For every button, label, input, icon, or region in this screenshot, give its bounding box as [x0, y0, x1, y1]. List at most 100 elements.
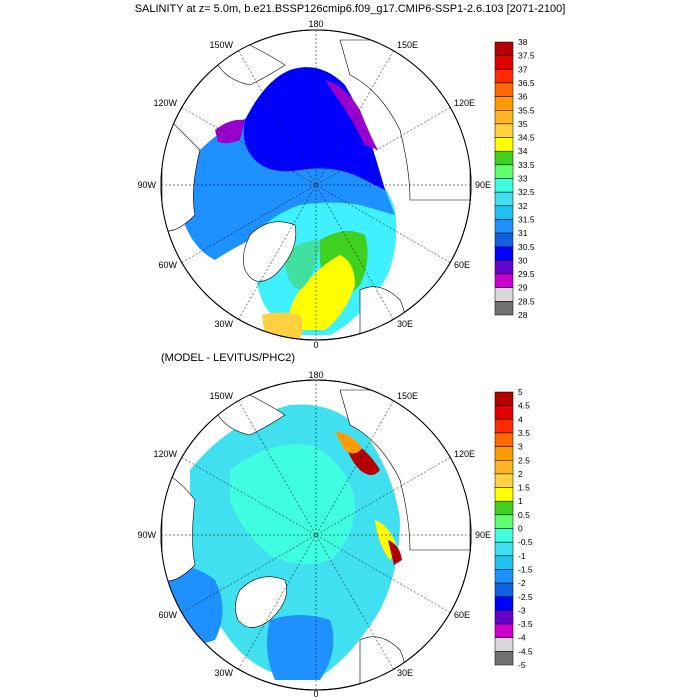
lon-label-120e: 120E	[454, 98, 475, 108]
colorbar-swatch	[494, 110, 514, 125]
colorbar-tick-label: 29	[518, 283, 528, 293]
colorbar-tick-label: 31	[518, 228, 528, 238]
lon-label-90w: 90W	[137, 530, 156, 540]
colorbar-swatch	[494, 460, 514, 475]
colorbar-tick-label: -5	[518, 660, 526, 670]
colorbar-swatch	[494, 487, 514, 502]
lon-label-150e: 150E	[397, 391, 418, 401]
colorbar-swatch	[494, 473, 514, 488]
colorbar-swatch	[494, 191, 514, 207]
colorbar-tick-label: -0.5	[518, 537, 533, 547]
colorbar-tick-label: 36	[518, 92, 528, 102]
ocean-field-teal	[285, 240, 320, 290]
colorbar-swatch	[494, 301, 514, 316]
lon-labels-panel-1: 180 150W 150E 120W 120E 90W 90E 60W 60E …	[137, 19, 491, 350]
colorbar-swatch	[494, 55, 514, 70]
colorbar-tick-label: 31.5	[518, 214, 535, 224]
landmass-greenland-diff	[235, 576, 287, 628]
lon-label-150w: 150W	[209, 40, 233, 50]
colorbar-tick-label: 0.5	[518, 510, 530, 520]
colorbar-tick-label: 28	[518, 310, 528, 320]
colorbar-swatch	[494, 419, 514, 434]
lon-label-30w: 30W	[214, 668, 233, 678]
colorbar-tick-label: 4	[518, 414, 523, 424]
colorbar-tick-label: 3.5	[518, 428, 530, 438]
colorbar-tick-label: 1	[518, 496, 523, 506]
colorbar-tick-label: 35.5	[518, 105, 535, 115]
colorbar-swatch	[494, 582, 514, 597]
colorbar-tick-label: 2.5	[518, 455, 530, 465]
panel2-title: (MODEL - LEVITUS/PHC2)	[161, 352, 295, 364]
colorbar-tick-label: 37	[518, 64, 528, 74]
colorbar-swatch	[494, 178, 514, 193]
lon-label-180: 180	[308, 370, 323, 380]
colorbar-tick-label: 5	[518, 387, 523, 397]
lon-label-60e: 60E	[454, 610, 470, 620]
colorbar-tick-label: 35	[518, 119, 528, 129]
colorbar-swatch	[494, 41, 514, 56]
colorbar-swatch	[494, 623, 514, 638]
colorbar-swatch	[494, 69, 514, 84]
colorbar-swatch	[494, 273, 514, 288]
colorbar-tick-label: 32.5	[518, 187, 535, 197]
colorbar-tick-label: -1.5	[518, 564, 533, 574]
landmass-north-america-diff	[161, 469, 196, 582]
colorbar-swatch	[494, 555, 514, 570]
ocean-field-yellow	[288, 255, 355, 330]
lon-label-120w: 120W	[153, 449, 177, 459]
colorbar-swatch	[494, 432, 514, 447]
colorbar-swatch	[494, 123, 514, 138]
colorbar-tick-label: -2.5	[518, 592, 533, 602]
lon-label-180: 180	[308, 19, 323, 29]
salinity-map	[160, 29, 472, 341]
colorbar-tick-label: 34	[518, 146, 528, 156]
colorbar-swatch	[494, 287, 514, 302]
colorbar-tick-label: 29.5	[518, 269, 535, 279]
ocean-field-orange-diff	[335, 432, 362, 454]
colorbar-swatch	[494, 391, 514, 406]
colorbar-swatch	[494, 651, 514, 666]
colorbar-tick-label: 34.5	[518, 133, 535, 143]
colorbar-swatch	[494, 96, 514, 111]
ocean-field-purple-2	[215, 119, 245, 144]
colorbar-tick-label: 4.5	[518, 401, 530, 411]
ocean-field-yellow-2	[262, 312, 303, 338]
colorbar-tick-label: 3	[518, 442, 523, 452]
colorbar-swatch	[494, 150, 514, 166]
colorbar-swatch	[494, 610, 514, 625]
salinity-difference-map	[160, 379, 472, 691]
colorbar-swatch	[494, 514, 514, 529]
colorbar-swatch	[494, 219, 514, 234]
lon-label-60w: 60W	[158, 260, 177, 270]
ocean-field-blue-diff-2	[266, 615, 334, 680]
colorbar-tick-label: -1	[518, 551, 526, 561]
lon-label-0: 0	[313, 340, 318, 350]
colorbar-swatch	[494, 246, 514, 261]
lon-label-30w: 30W	[214, 319, 233, 329]
colorbar-swatch	[494, 596, 514, 611]
ocean-field-purple	[325, 80, 378, 150]
lon-label-30e: 30E	[397, 319, 413, 329]
landmass-greenland	[243, 221, 297, 282]
colorbar-swatch	[494, 205, 514, 220]
lon-label-30e: 30E	[397, 668, 413, 678]
lon-label-90w: 90W	[137, 180, 156, 190]
lon-label-60w: 60W	[158, 610, 177, 620]
lon-label-120e: 120E	[454, 449, 475, 459]
ocean-field-darkred-diff	[388, 540, 402, 565]
colorbar-tick-label: -4	[518, 633, 526, 643]
lon-label-150w: 150W	[209, 391, 233, 401]
colorbar-swatch	[494, 446, 514, 461]
colorbar-swatch	[494, 637, 514, 652]
colorbar-tick-label: -4.5	[518, 646, 533, 656]
colorbar-tick-label: 28.5	[518, 296, 535, 306]
ocean-field-light-cyan-diff	[230, 444, 355, 564]
colorbar-swatch	[494, 405, 514, 420]
map-title: SALINITY at z= 5.0m, b.e21.BSSP126cmip6.…	[135, 3, 566, 15]
colorbar-swatch	[494, 528, 514, 543]
landmass-north-america	[161, 109, 201, 232]
colorbar-tick-label: 30.5	[518, 242, 535, 252]
colorbar-tick-label: -2	[518, 578, 526, 588]
colorbar-tick-label: 36.5	[518, 78, 535, 88]
lon-labels-panel-2: 180 150W 150E 120W 120E 90W 90E 60W 60E …	[137, 370, 491, 699]
